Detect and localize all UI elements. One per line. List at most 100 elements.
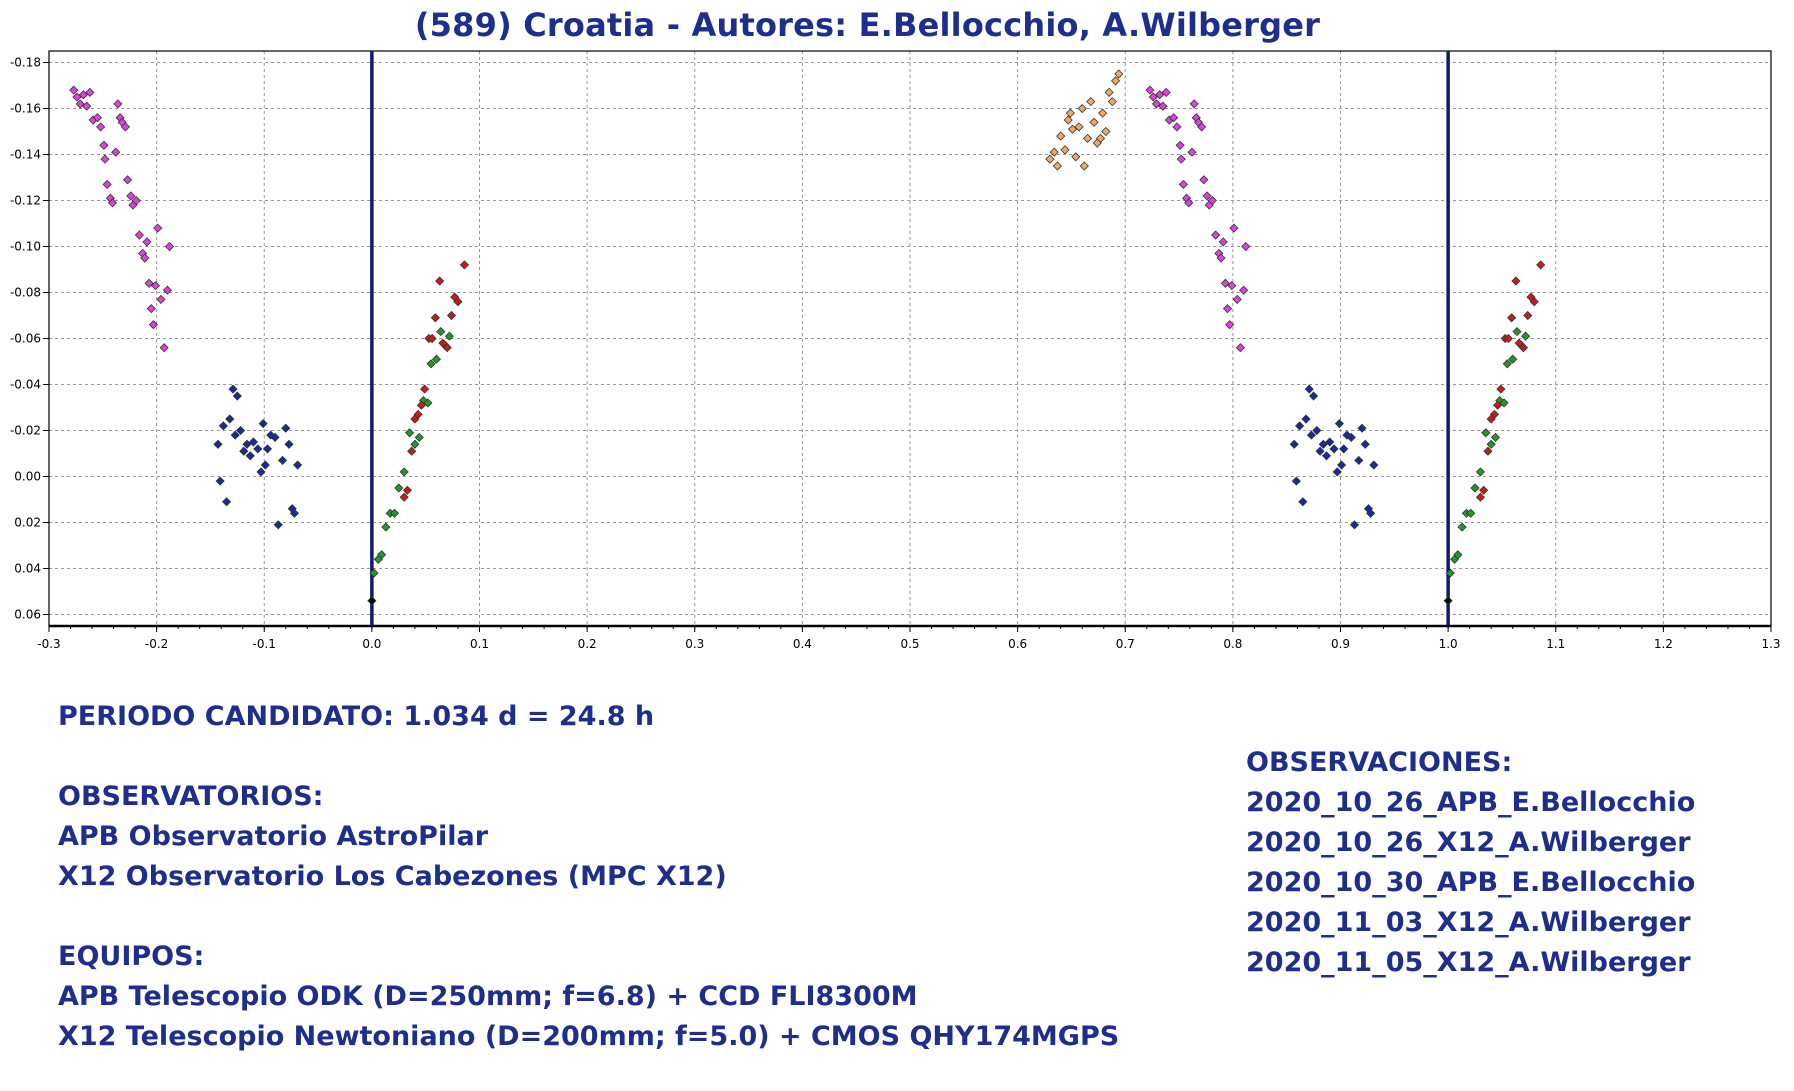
data-point-green — [410, 439, 420, 449]
x-tick-label: 0.8 — [1223, 637, 1242, 651]
data-point-orange — [1086, 97, 1096, 107]
data-point-red — [438, 338, 448, 348]
data-point-magenta — [153, 223, 163, 233]
phase-markers — [370, 51, 1450, 626]
data-point-blue — [248, 437, 259, 447]
data-point-magenta — [1241, 241, 1251, 252]
data-point-blue — [1301, 414, 1311, 424]
data-point-blue — [1334, 419, 1344, 429]
data-point-magenta — [82, 101, 92, 111]
data-point-blue — [1306, 430, 1317, 440]
data-point-black — [1443, 596, 1453, 606]
y-tick-label: -0.08 — [10, 286, 41, 300]
data-point-red — [435, 276, 445, 286]
data-point-blue — [230, 430, 240, 440]
data-point-magenta — [85, 87, 95, 97]
data-point-blue — [1304, 384, 1314, 394]
data-point-blue — [253, 444, 263, 454]
data-point-magenta — [102, 179, 112, 189]
data-point-magenta — [99, 140, 109, 150]
data-point-blue — [258, 419, 268, 429]
data-point-green — [444, 331, 454, 341]
data-point-blue — [281, 423, 291, 433]
data-point-red — [1514, 338, 1524, 348]
data-point-magenta — [126, 191, 136, 201]
data-point-magenta — [144, 278, 154, 288]
x-tick-label: 1.1 — [1546, 637, 1565, 651]
data-point-orange — [1101, 126, 1111, 137]
data-point-blue — [228, 384, 238, 394]
data-point-magenta — [142, 237, 152, 247]
data-point-green — [1499, 398, 1509, 408]
y-tick-label: -0.18 — [10, 56, 41, 70]
data-point-green — [1453, 550, 1463, 560]
x-tick-label: 1.0 — [1439, 637, 1458, 651]
data-point-red — [442, 343, 452, 353]
data-point-orange — [1083, 133, 1093, 143]
data-point-green — [431, 354, 442, 364]
data-point-magenta — [69, 85, 79, 95]
x-tick-label: 0.5 — [900, 637, 919, 651]
data-point-red — [413, 409, 423, 419]
x-tick-label: -0.3 — [37, 637, 60, 651]
data-point-blue — [1315, 446, 1325, 456]
observacion-5: 2020_11_05_X12_A.Wilberger — [1246, 947, 1691, 978]
data-point-green — [1475, 467, 1485, 477]
data-point-black — [367, 596, 377, 606]
y-tick-label: -0.04 — [10, 378, 41, 392]
data-point-blue — [245, 451, 255, 461]
x-tick-label: 0.0 — [362, 637, 381, 651]
data-point-red — [1489, 409, 1499, 419]
data-point-orange — [1060, 145, 1070, 155]
x-tick-label: 0.2 — [578, 637, 597, 651]
x-tick-label: -0.2 — [145, 637, 168, 651]
data-point-red — [427, 333, 437, 344]
data-point-magenta — [92, 113, 102, 123]
data-point-magenta — [120, 122, 130, 132]
data-point-green — [381, 522, 391, 532]
data-point-orange — [1098, 108, 1108, 118]
data-point-blue — [1291, 476, 1301, 486]
data-point-red — [1536, 260, 1546, 270]
data-point-orange — [1045, 154, 1055, 164]
data-point-green — [1457, 522, 1467, 532]
data-point-green — [1512, 327, 1522, 337]
data-point-magenta — [1216, 253, 1226, 263]
data-point-green — [1466, 508, 1476, 518]
data-point-orange — [1071, 152, 1081, 162]
data-point-magenta — [1172, 122, 1182, 132]
y-tick-label: 0.00 — [14, 470, 41, 484]
data-point-green — [1481, 428, 1491, 438]
data-point-magenta — [1155, 90, 1165, 100]
equipo-apb: APB Telescopio ODK (D=250mm; f=6.8) + CC… — [58, 981, 918, 1012]
data-point-blue — [242, 439, 252, 449]
data-point-green — [1490, 432, 1501, 442]
data-point-magenta — [1158, 101, 1168, 111]
data-point-red — [416, 400, 426, 410]
x-tick-label: 1.3 — [1761, 637, 1780, 651]
data-point-red — [407, 446, 417, 456]
data-point-orange — [1063, 115, 1073, 125]
x-tick-label: 0.1 — [470, 637, 489, 651]
equipo-x12: X12 Telescopio Newtoniano (D=200mm; f=5.… — [58, 1021, 1120, 1052]
data-point-magenta — [164, 241, 175, 252]
data-point-green — [1521, 331, 1531, 341]
data-point-blue — [1354, 455, 1364, 465]
x-tick-label: 0.3 — [685, 637, 704, 651]
x-tick-label: 0.9 — [1331, 637, 1350, 651]
y-tick-label: -0.16 — [10, 102, 41, 116]
data-point-magenta — [148, 320, 158, 330]
data-point-red — [1493, 400, 1503, 410]
data-point-orange — [1095, 133, 1106, 143]
y-tick-label: -0.12 — [10, 194, 41, 208]
data-point-magenta — [1197, 122, 1207, 132]
data-point-magenta — [1222, 304, 1233, 314]
data-point-magenta — [1207, 195, 1217, 206]
data-point-orange — [1077, 103, 1087, 114]
observaciones-heading: OBSERVACIONES: — [1246, 747, 1513, 778]
data-point-magenta — [96, 122, 106, 132]
y-tick-label: -0.02 — [10, 424, 41, 438]
data-point-orange — [1089, 117, 1099, 127]
data-point-magenta — [1148, 92, 1158, 102]
data-point-red — [430, 313, 440, 323]
